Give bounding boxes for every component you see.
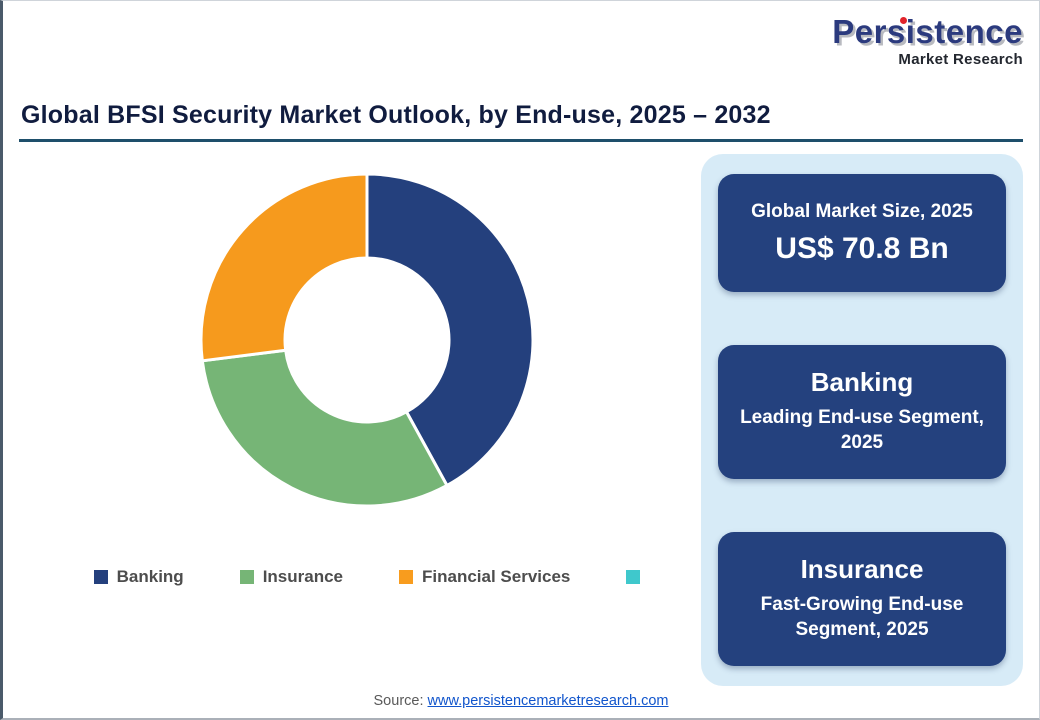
donut-segment-banking[interactable] xyxy=(365,172,535,487)
source-line: Source: www.persistencemarketresearch.co… xyxy=(3,693,1039,709)
logo-red-dot xyxy=(900,17,908,24)
legend-item-financial-services: Financial Services xyxy=(399,567,570,587)
card-leading-segment: Banking Leading End-use Segment, 2025 xyxy=(718,345,1006,479)
chart-column: Banking Insurance Financial Services xyxy=(19,152,701,686)
card-market-size: Global Market Size, 2025 US$ 70.8 Bn xyxy=(718,174,1006,292)
legend-swatch xyxy=(93,570,108,584)
donut-segment-financial-services[interactable] xyxy=(199,172,369,363)
source-link[interactable]: www.persistencemarketresearch.com xyxy=(427,693,669,709)
highlights-panel: Global Market Size, 2025 US$ 70.8 Bn Ban… xyxy=(701,154,1023,686)
legend-label: Financial Services xyxy=(422,567,571,586)
donut-svg xyxy=(199,172,535,508)
legend-swatch xyxy=(239,570,254,584)
legend-label: Insurance xyxy=(262,567,343,586)
logo-subtitle: Market Research xyxy=(898,51,1023,68)
card-market-size-label: Global Market Size, 2025 xyxy=(751,201,973,223)
legend-item-insurance: Insurance xyxy=(239,567,343,587)
card-fast-growing-segment-name: Insurance xyxy=(800,553,924,584)
source-label: Source: xyxy=(373,693,424,709)
legend-item-banking: Banking xyxy=(93,567,184,587)
content-row: Banking Insurance Financial Services Globa… xyxy=(19,152,1023,686)
card-fast-growing-segment-desc: Fast-Growing End-use Segment, 2025 xyxy=(760,593,964,641)
logo-brand-word: Persistence xyxy=(832,13,1023,50)
chart-legend: Banking Insurance Financial Services xyxy=(93,567,641,587)
title-underline xyxy=(19,139,1023,142)
card-leading-segment-name: Banking xyxy=(810,366,914,397)
brand-logo: Persistence Market Research xyxy=(832,15,1023,68)
card-fast-growing-segment: Insurance Fast-Growing End-use Segment, … xyxy=(718,532,1006,666)
legend-swatch xyxy=(626,570,641,584)
donut-segment-insurance[interactable] xyxy=(200,348,449,508)
legend-swatch xyxy=(399,570,413,584)
legend-item-unlabeled xyxy=(626,570,641,584)
donut-chart xyxy=(195,168,539,517)
page-title: Global BFSI Security Market Outlook, by … xyxy=(21,101,771,129)
logo-brand-text: Persistence xyxy=(832,15,1023,48)
legend-label: Banking xyxy=(116,567,184,586)
card-leading-segment-desc: Leading End-use Segment, 2025 xyxy=(740,406,984,454)
card-market-size-value: US$ 70.8 Bn xyxy=(775,232,949,266)
